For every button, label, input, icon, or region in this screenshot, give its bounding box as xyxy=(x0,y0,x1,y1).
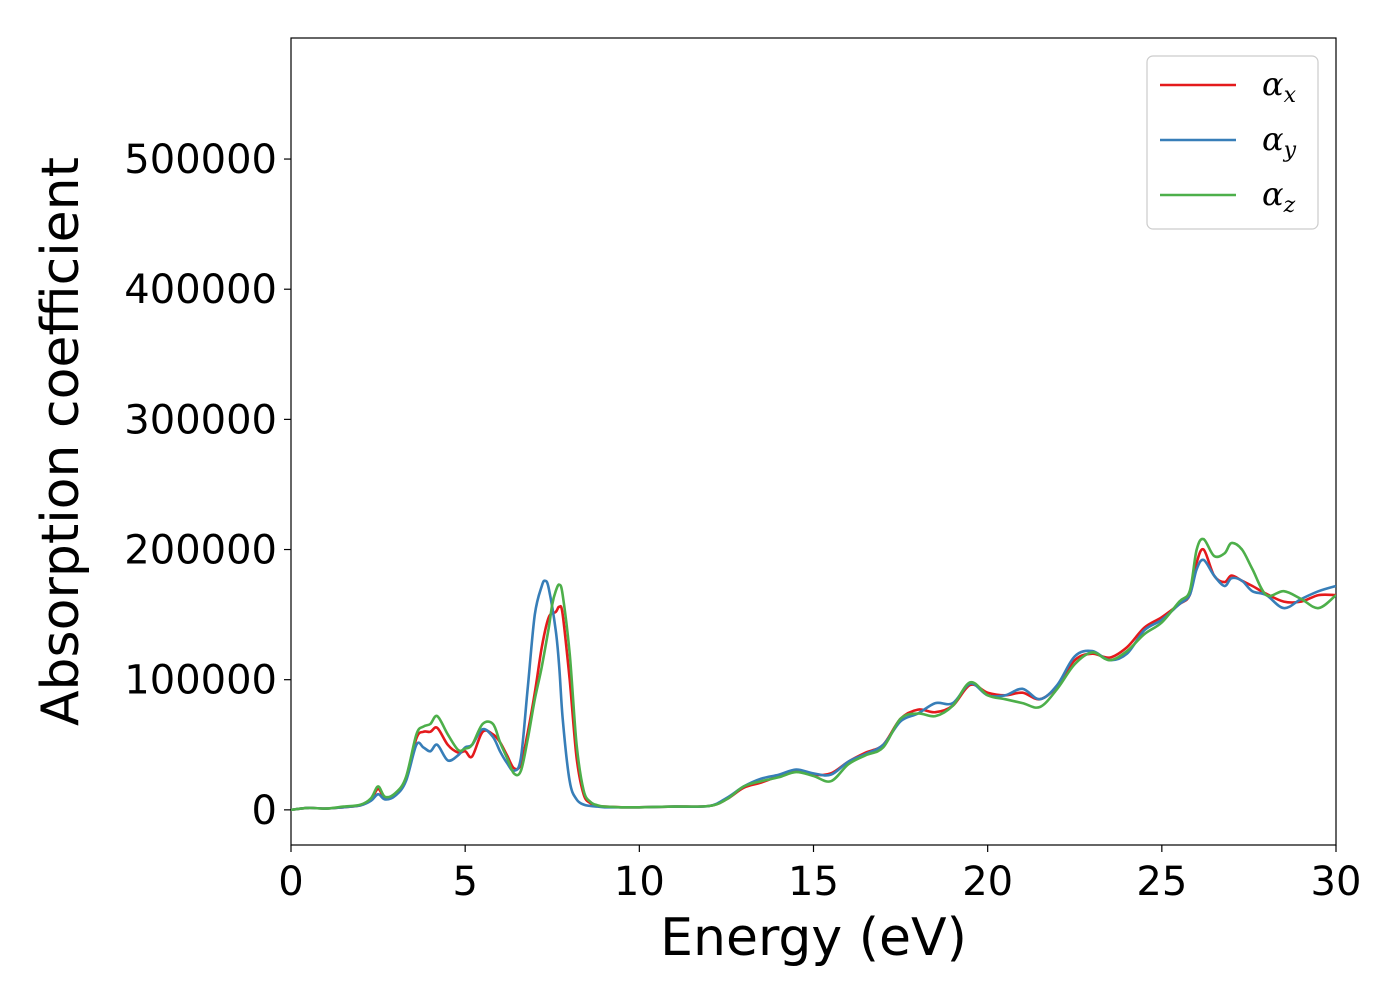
y-tick-label: 0 xyxy=(252,788,277,834)
series-line-z xyxy=(291,537,1336,812)
series-line-y xyxy=(291,558,1336,812)
y-tick-label: 200000 xyxy=(124,528,277,574)
x-tick-label: 0 xyxy=(278,859,303,905)
y-axis-label: Absorption coefficient xyxy=(31,157,91,726)
series-layer xyxy=(291,537,1336,812)
x-tick-label: 20 xyxy=(962,859,1013,905)
legend-label-y: αy xyxy=(1262,120,1297,163)
legend: αx αy αz xyxy=(1146,55,1319,230)
legend-label-x: αx xyxy=(1262,65,1297,108)
y-tick-label: 100000 xyxy=(124,658,277,704)
x-tick-label: 15 xyxy=(788,859,839,905)
x-tick-label: 30 xyxy=(1311,859,1362,905)
x-tick-label: 5 xyxy=(452,859,477,905)
y-tick-label: 300000 xyxy=(124,397,277,443)
legend-box xyxy=(1146,55,1319,230)
x-axis-label: Energy (eV) xyxy=(660,908,967,968)
x-tick-label: 25 xyxy=(1136,859,1187,905)
y-tick-label: 500000 xyxy=(124,137,277,183)
legend-label-z: αz xyxy=(1262,175,1296,218)
y-tick-label: 400000 xyxy=(124,267,277,313)
y-axis-ticks: 0 100000 200000 300000 400000 500000 xyxy=(124,137,291,834)
series-line-x xyxy=(291,547,1336,812)
x-tick-label: 10 xyxy=(614,859,665,905)
x-axis-ticks: 0 5 10 15 20 25 30 xyxy=(278,845,1361,905)
